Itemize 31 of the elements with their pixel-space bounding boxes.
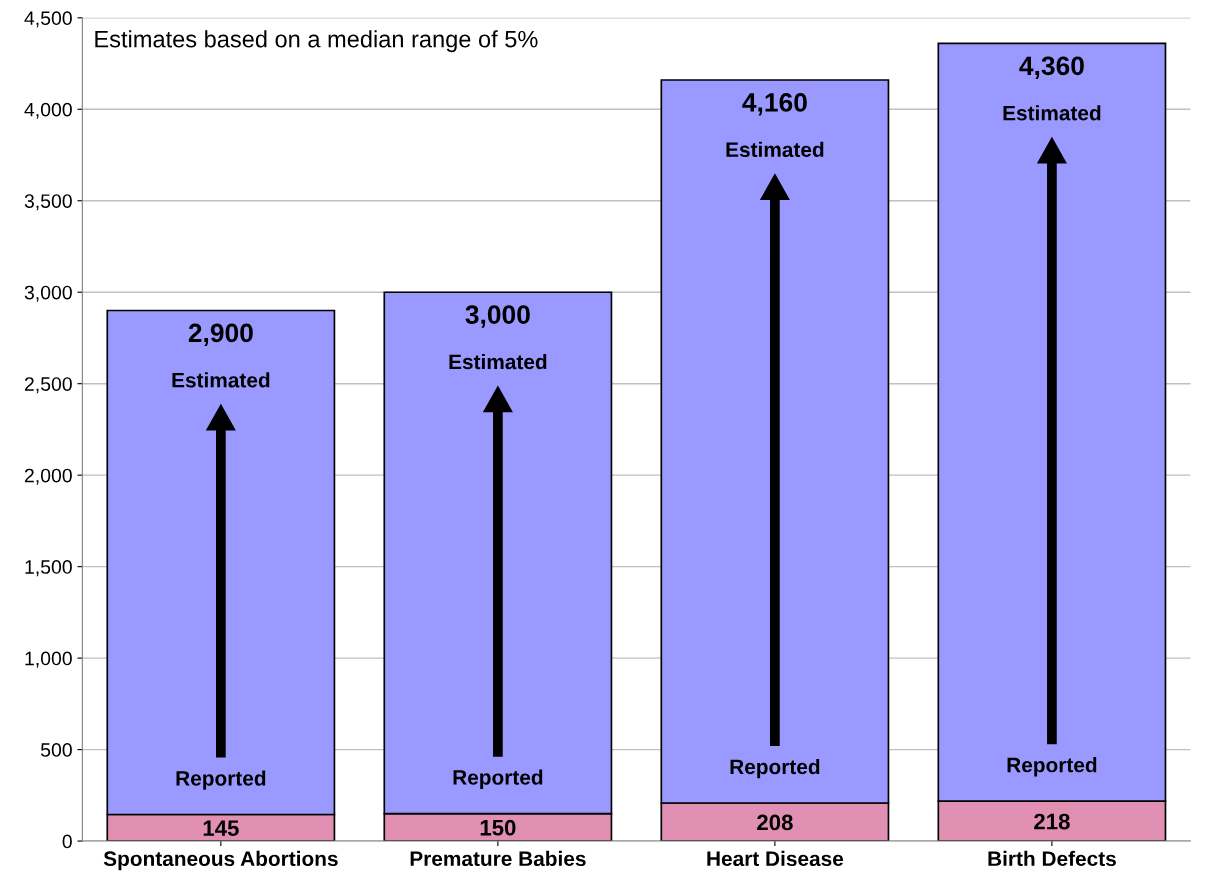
total-label: 4,360 bbox=[1019, 56, 1084, 79]
data-label: 208 bbox=[757, 814, 793, 831]
annotation: Estimates based on a median range of 5% bbox=[95, 30, 538, 53]
y-tick-label: 2,000 bbox=[24, 468, 72, 485]
x-tick-label: Spontaneous Abortions bbox=[103, 850, 338, 871]
x-tick-label: Birth Defects bbox=[988, 850, 1116, 867]
series-label: Estimated bbox=[449, 353, 547, 370]
y-tick-label: 0 bbox=[62, 834, 72, 849]
data-label: 150 bbox=[480, 819, 516, 836]
y-tick-label: 500 bbox=[40, 743, 72, 757]
total-label: 3,000 bbox=[465, 305, 530, 328]
text: Reported bbox=[730, 758, 820, 779]
text: Estimated bbox=[726, 141, 824, 158]
x-tick-label: Heart Disease bbox=[707, 850, 844, 867]
y-tick-label: 1,000 bbox=[25, 651, 72, 668]
y-tick-label: 3,500 bbox=[24, 194, 72, 211]
text: Estimated bbox=[172, 372, 270, 388]
y-tick-label: 4,000 bbox=[24, 102, 72, 119]
y-tick-label: 2,500 bbox=[24, 377, 72, 394]
text: Estimated bbox=[1003, 105, 1101, 121]
series-label: Reported bbox=[176, 770, 266, 790]
total-label: 4,160 bbox=[742, 93, 807, 116]
text: Reported bbox=[453, 769, 543, 789]
y-tick-label: 4,500 bbox=[24, 11, 72, 28]
data-label: 218 bbox=[1034, 813, 1070, 830]
x-tick-label: Premature Babies bbox=[410, 850, 586, 867]
y-tick-label: 1,500 bbox=[25, 560, 72, 577]
text: Reported bbox=[1007, 757, 1097, 777]
y-tick-label: 3,000 bbox=[24, 285, 72, 302]
data-label: 145 bbox=[203, 820, 239, 837]
total-label: 2,900 bbox=[188, 323, 253, 347]
